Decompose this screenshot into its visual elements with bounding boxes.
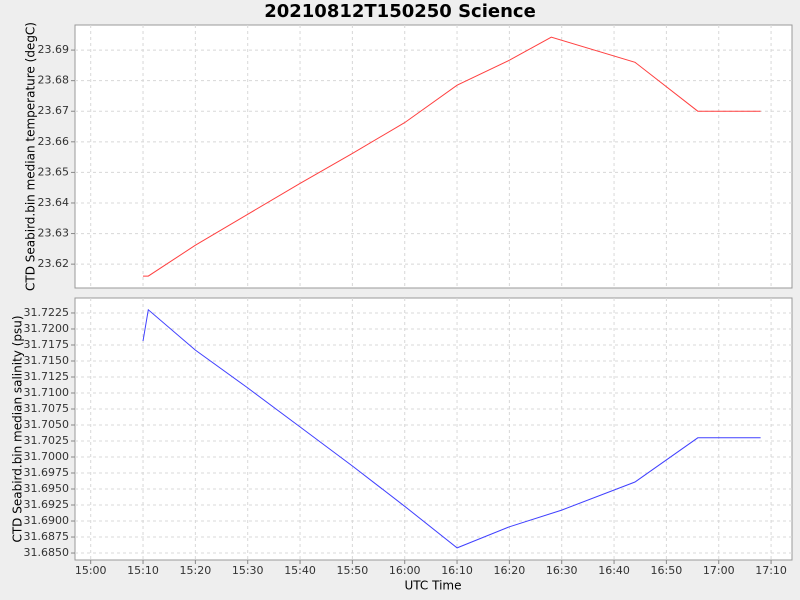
x-tick-label: 15:00 xyxy=(75,564,107,577)
x-tick-label: 16:10 xyxy=(441,564,473,577)
x-tick-label: 16:20 xyxy=(494,564,526,577)
y-tick-label: 23.66 xyxy=(38,135,70,148)
y-tick-label: 23.68 xyxy=(38,74,70,87)
data-line xyxy=(143,36,761,277)
y-tick-label: 31.7225 xyxy=(24,306,70,319)
data-line xyxy=(142,308,761,549)
x-tick-label: 16:00 xyxy=(389,564,421,577)
plot-area xyxy=(74,24,793,289)
y-tick-label: 23.65 xyxy=(38,165,70,178)
y-tick-label: 31.6900 xyxy=(24,514,70,527)
y-axis-label: CTD Seabird.bin median temperature (degC… xyxy=(24,22,38,291)
y-tick-label: 23.63 xyxy=(38,227,70,240)
x-tick-label: 15:20 xyxy=(180,564,212,577)
plot-area xyxy=(74,297,793,561)
y-tick-label: 31.7050 xyxy=(24,418,70,431)
y-tick-label: 23.69 xyxy=(38,43,70,56)
y-tick-label: 31.6975 xyxy=(24,466,70,479)
y-tick-label: 31.6950 xyxy=(24,482,70,495)
y-tick-label: 23.64 xyxy=(38,196,70,209)
y-tick-label: 31.7175 xyxy=(24,338,70,351)
y-tick-label: 31.6875 xyxy=(24,530,70,543)
x-tick-label: 16:40 xyxy=(598,564,630,577)
y-tick-label: 31.7100 xyxy=(24,386,70,399)
x-tick-label: 16:30 xyxy=(546,564,578,577)
x-tick-label: 15:40 xyxy=(284,564,316,577)
x-tick-label: 17:10 xyxy=(755,564,787,577)
x-tick-label: 15:10 xyxy=(127,564,159,577)
y-tick-label: 23.67 xyxy=(38,104,70,117)
x-tick-label: 17:00 xyxy=(703,564,735,577)
y-tick-label: 31.7075 xyxy=(24,402,70,415)
y-tick-label: 23.62 xyxy=(38,257,70,270)
y-tick-label: 31.7000 xyxy=(24,450,70,463)
x-tick-label: 16:50 xyxy=(651,564,683,577)
y-tick-label: 31.6850 xyxy=(24,546,70,559)
x-axis-label: UTC Time xyxy=(405,579,462,593)
y-tick-label: 31.7125 xyxy=(24,370,70,383)
y-axis-label: CTD Seabird.bin median salinity (psu) xyxy=(11,315,25,542)
x-tick-label: 15:30 xyxy=(232,564,264,577)
y-tick-label: 31.6925 xyxy=(24,498,70,511)
chart-title: 20210812T150250 Science xyxy=(264,1,536,22)
y-tick-label: 31.7200 xyxy=(24,322,70,335)
y-tick-label: 31.7150 xyxy=(24,354,70,367)
y-tick-label: 31.7025 xyxy=(24,434,70,447)
x-tick-label: 15:50 xyxy=(337,564,369,577)
